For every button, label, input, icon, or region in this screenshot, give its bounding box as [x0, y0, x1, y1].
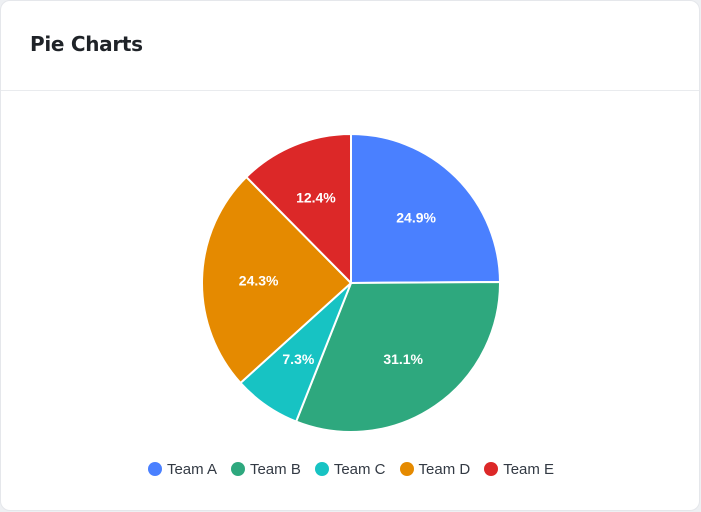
- pie-slice-team-e[interactable]: [245, 133, 352, 284]
- legend-label: Team E: [503, 460, 555, 478]
- legend-label: Team D: [418, 460, 471, 478]
- legend-swatch-icon: [230, 462, 245, 476]
- legend-item-team-b[interactable]: Team B: [230, 460, 301, 478]
- legend-swatch-icon: [314, 462, 329, 476]
- legend-swatch-icon: [147, 462, 162, 476]
- legend-label: Team A: [166, 460, 217, 478]
- slice-label-team-e: 12.4%: [296, 190, 336, 206]
- pie-chart: 24.9% 31.1% 7.3% 24.3% 12.4%: [201, 133, 502, 433]
- legend-swatch-icon: [484, 462, 499, 476]
- slice-label-team-a: 24.9%: [396, 209, 436, 225]
- slice-label-team-d: 24.3%: [239, 272, 279, 288]
- page-title: Pie Charts: [30, 32, 143, 56]
- legend-swatch-icon: [399, 462, 414, 476]
- legend-label: Team B: [249, 460, 301, 478]
- slice-label-team-c: 7.3%: [282, 351, 314, 367]
- pie-slice-team-a[interactable]: [350, 133, 501, 284]
- pie-slice-team-d[interactable]: [201, 175, 352, 384]
- slice-label-team-b: 31.1%: [383, 351, 423, 367]
- legend-item-team-e[interactable]: Team E: [484, 461, 554, 478]
- pie-slice-team-b[interactable]: [295, 281, 502, 433]
- card-header: Pie Charts: [1, 1, 699, 91]
- legend-item-team-c[interactable]: Team C: [314, 460, 386, 478]
- chart-area: 24.9% 31.1% 7.3% 24.3% 12.4% Team A Team B Tea…: [1, 91, 699, 510]
- chart-legend: Team A Team B Team C Team D Team E: [1, 457, 699, 481]
- legend-item-team-a[interactable]: Team A: [147, 460, 217, 478]
- legend-label: Team C: [333, 460, 386, 478]
- legend-item-team-d[interactable]: Team D: [399, 460, 471, 478]
